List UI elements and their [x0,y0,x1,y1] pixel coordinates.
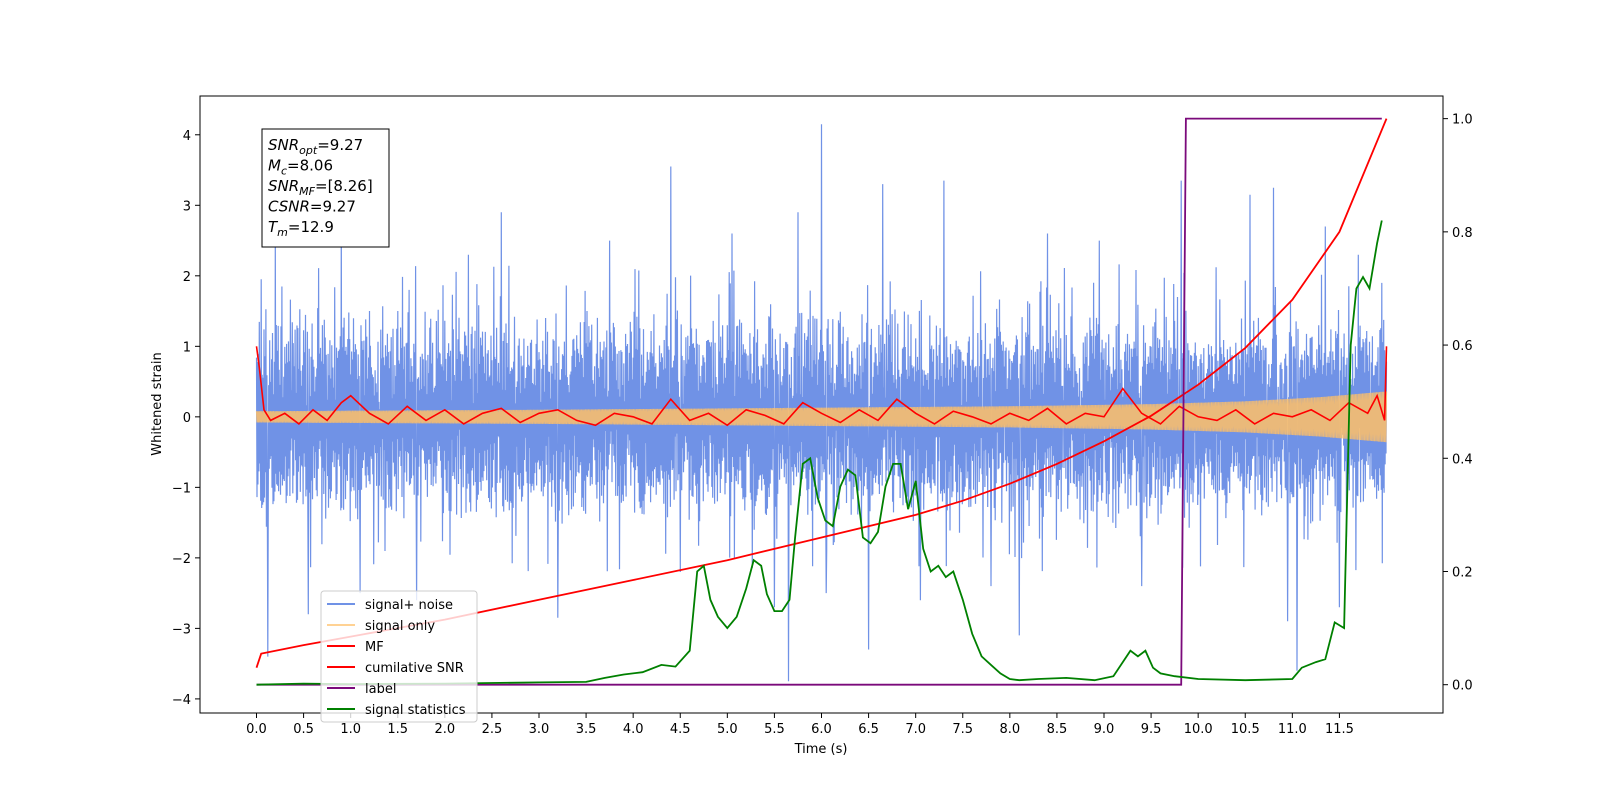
y-axis-right: 0.0 0.2 0.4 0.6 0.8 1.0 [1443,113,1473,694]
x-axis-label: Time (s) [794,742,848,757]
annotation-value: =9.27 [310,198,356,216]
x-tick-label: 6.0 [811,722,832,737]
annotation-subscript: opt [299,144,318,157]
x-tick-label: 0.5 [293,722,314,737]
signal-only-line [255,391,1388,443]
legend-label: signal only [365,619,435,634]
annotation-box: SNRopt=9.27Mc=8.06SNRMF=[8.26]CSNR=9.27T… [261,128,390,248]
label-line [256,117,1382,686]
x-tick-label: 9.0 [1094,722,1115,737]
x-tick-label: 3.5 [576,722,597,737]
y-tick-label: 3 [183,199,191,214]
annotation-value: =12.9 [288,218,334,236]
x-tick-label: 8.5 [1047,722,1068,737]
x-tick-label: 9.5 [1141,722,1162,737]
legend: signal+ noise signal only MF cumilative SNR… [320,590,478,723]
x-tick-label: 5.5 [764,722,785,737]
y-tick-label: 2 [183,270,191,285]
annotation-line: Tm=12.9 [268,218,334,239]
x-tick-label: 1.0 [340,722,361,737]
y-axis-label: Whitened strain [150,352,165,455]
x-tick-label: 2.5 [482,722,503,737]
legend-label: label [365,682,396,697]
y-right-tick-label: 0.6 [1452,339,1473,354]
y-right-tick-label: 0.0 [1452,679,1473,694]
y-right-tick-label: 0.4 [1452,452,1473,467]
legend-label: signal statistics [365,703,466,718]
annotation-symbol: T [268,218,279,236]
legend-label: signal+ noise [365,598,453,613]
series-signal-only [255,391,1388,443]
x-tick-label: 2.0 [434,722,455,737]
y-tick-label: 0 [183,411,191,426]
annotation-subscript: m [277,226,288,239]
annotation-line: Mc=8.06 [268,157,333,178]
annotation-line: CSNR=9.27 [268,198,356,216]
y-tick-label: 1 [183,340,191,355]
annotation-subscript: MF [299,185,315,198]
signal-noise-line [255,124,1388,682]
x-tick-label: 8.0 [999,722,1020,737]
annotation-line: SNRMF=[8.26] [268,177,373,198]
x-tick-label: 1.5 [387,722,408,737]
x-tick-label: 7.5 [952,722,973,737]
x-tick-label: 11.5 [1325,722,1354,737]
legend-label: MF [365,640,384,655]
series-mf [255,346,1388,427]
y-tick-label: −1 [172,481,191,496]
x-tick-label: 7.0 [905,722,926,737]
mf-line [255,346,1388,427]
series-signal-noise [255,124,1388,682]
x-tick-label: 10.5 [1231,722,1260,737]
y-right-tick-label: 1.0 [1452,113,1473,128]
annotation-symbol: M [268,157,281,175]
legend-label: cumilative SNR [365,661,464,676]
annotation-line: SNRopt=9.27 [268,136,363,157]
annotation-value: =9.27 [317,136,363,154]
annotation-value: =8.06 [287,157,333,175]
annotation-value: =[8.26] [315,177,373,195]
y-tick-label: 4 [183,129,191,144]
signal-statistics-line [256,220,1383,686]
x-tick-label: 10.0 [1184,722,1213,737]
series-label [256,117,1382,686]
legend-frame [320,590,478,723]
x-tick-label: 4.0 [623,722,644,737]
annotation-symbol: SNR [268,136,299,154]
x-tick-label: 11.0 [1278,722,1307,737]
x-tick-label: 4.5 [670,722,691,737]
annotation-frame [261,128,390,248]
x-axis: 0.0 0.5 1.0 1.5 2.0 2.5 3.0 3.5 4.0 4.5 5.0 5.5 6.0 6… [246,713,1354,737]
x-tick-label: 3.0 [529,722,550,737]
y-tick-label: −3 [172,622,191,637]
series-signal-statistics [256,220,1383,686]
annotation-symbol: CSNR [268,198,310,216]
y-axis-left: −4 −3 −2 −1 0 1 2 3 4 [172,129,200,708]
x-tick-label: 5.0 [717,722,738,737]
annotation-symbol: SNR [268,177,299,195]
x-tick-label: 6.5 [858,722,879,737]
annotation-subscript: c [281,165,287,178]
y-right-tick-label: 0.2 [1452,565,1473,580]
y-right-tick-label: 0.8 [1452,226,1473,241]
y-tick-label: −2 [172,552,191,567]
x-tick-label: 0.0 [246,722,267,737]
y-tick-label: −4 [172,693,191,708]
